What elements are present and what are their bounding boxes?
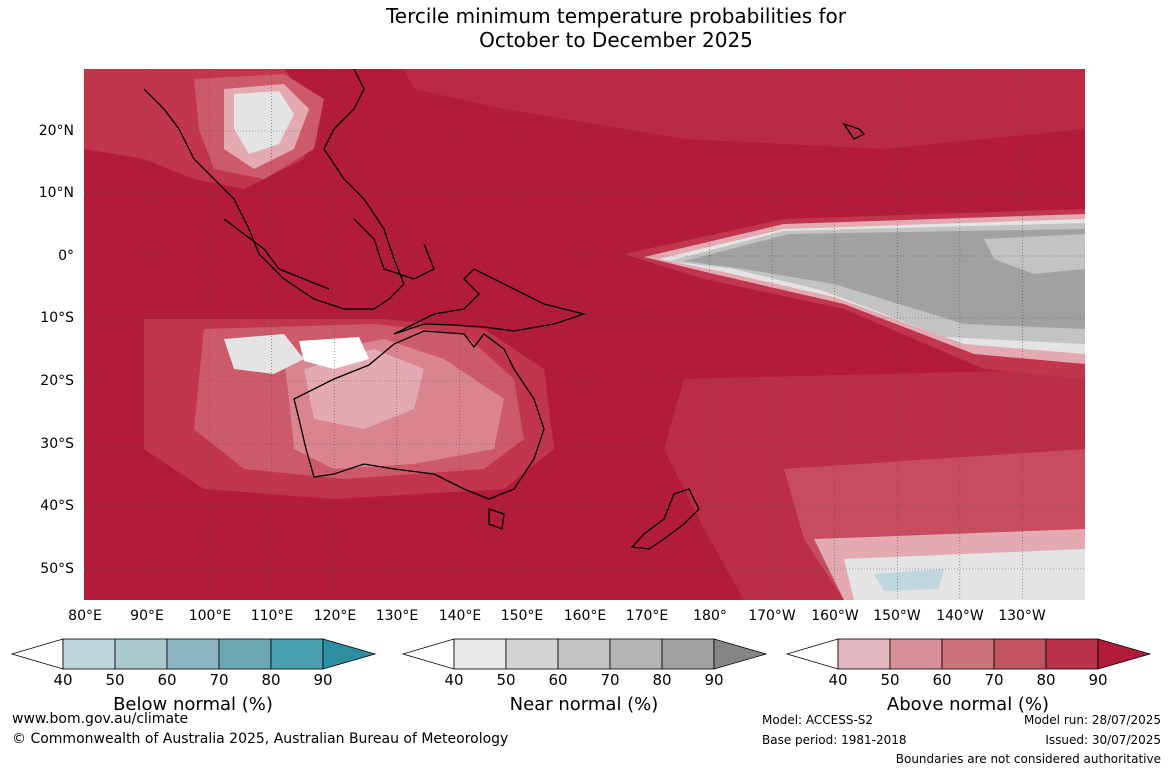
disclaimer-text: Boundaries are not considered authoritat… (895, 752, 1161, 766)
legend-title: Below normal (%) (113, 694, 273, 715)
issued-text: Issued: 30/07/2025 (1045, 733, 1161, 747)
legend-tick: 80 (1036, 671, 1056, 689)
legend-colorbars (10, 638, 1152, 670)
legend-title: Near normal (%) (509, 694, 659, 715)
legend-tick: 50 (880, 671, 900, 689)
near-normal-tongue (624, 209, 1085, 379)
legend-tick: 90 (313, 671, 333, 689)
colorbar-segment (993, 638, 1047, 670)
colorbar-segment (114, 638, 168, 670)
lat-label: 10°N (38, 185, 74, 201)
colorbar-segment (557, 638, 611, 670)
colorbar-0 (10, 638, 377, 670)
lon-label: 90°E (130, 608, 164, 624)
colorbar-segment (270, 638, 324, 670)
legend-tick: 70 (209, 671, 229, 689)
legend-title: Above normal (%) (886, 694, 1050, 715)
legend-tick: 50 (496, 671, 516, 689)
lat-label: 30°S (40, 436, 74, 452)
colorbar-lower-extend (10, 638, 64, 670)
colorbar-segment (166, 638, 220, 670)
lon-label: 180° (693, 608, 727, 624)
lat-label: 40°S (40, 498, 74, 514)
colorbar-segment (941, 638, 995, 670)
colorbar-lower-extend (401, 638, 455, 670)
title-line-1: Tercile minimum temperature probabilitie… (385, 4, 847, 28)
colorbar-2 (785, 638, 1152, 670)
lon-label: 100°E (188, 608, 232, 624)
map-canvas (84, 68, 1085, 600)
legend-tick: 60 (548, 671, 568, 689)
colorbar-segment (609, 638, 663, 670)
lon-label: 150°E (500, 608, 544, 624)
legend-tick: 70 (984, 671, 1004, 689)
lon-label: 130°W (998, 608, 1046, 624)
legend-tick: 60 (157, 671, 177, 689)
legend-tick: 90 (1088, 671, 1108, 689)
map-gridlines (84, 69, 1085, 600)
lon-label: 140°W (936, 608, 984, 624)
lon-label: 170°E (625, 608, 669, 624)
lon-label: 160°W (811, 608, 859, 624)
colorbar-segment (453, 638, 507, 670)
colorbar-segment (218, 638, 272, 670)
colorbar-segment (837, 638, 891, 670)
colorbar-segment (661, 638, 715, 670)
legend-tick: 40 (53, 671, 73, 689)
colorbar-segment (1045, 638, 1099, 670)
legend-tick: 90 (704, 671, 724, 689)
legend-tick: 40 (828, 671, 848, 689)
lat-label: 0° (58, 248, 74, 264)
colorbar-upper-extend (713, 638, 768, 670)
lat-label: 50°S (40, 561, 74, 577)
colorbar-upper-extend (322, 638, 377, 670)
lat-label: 20°S (40, 373, 74, 389)
colorbar-1 (401, 638, 768, 670)
legend-tick: 80 (261, 671, 281, 689)
base-period-text: Base period: 1981-2018 (762, 733, 907, 747)
above-normal-shading (84, 69, 1085, 600)
coastlines (143, 68, 866, 550)
title-line-2: October to December 2025 (479, 28, 753, 52)
lon-label: 140°E (438, 608, 482, 624)
colorbar-lower-extend (785, 638, 839, 670)
probability-map (84, 68, 1085, 600)
lon-label: 80°E (68, 608, 102, 624)
legend-tick: 60 (932, 671, 952, 689)
lat-label: 10°S (40, 310, 74, 326)
colorbar-segment (889, 638, 943, 670)
copyright-text: © Commonwealth of Australia 2025, Austra… (12, 731, 509, 747)
colorbar-segment (62, 638, 116, 670)
lon-label: 170°W (748, 608, 796, 624)
lat-label: 20°N (38, 123, 74, 139)
model-text: Model: ACCESS-S2 (762, 713, 874, 727)
lon-label: 110°E (250, 608, 294, 624)
legend-tick: 80 (652, 671, 672, 689)
legend-tick: 40 (444, 671, 464, 689)
website-link[interactable]: www.bom.gov.au/climate (12, 711, 189, 727)
model-run-text: Model run: 28/07/2025 (1023, 713, 1161, 727)
lon-label: 120°E (313, 608, 357, 624)
legend-tick: 70 (600, 671, 620, 689)
colorbar-segment (505, 638, 559, 670)
map-title: Tercile minimum temperature probabilitie… (0, 4, 1173, 52)
lon-label: 160°E (563, 608, 607, 624)
lon-label: 150°W (873, 608, 921, 624)
colorbar-upper-extend (1097, 638, 1152, 670)
lon-label: 130°E (375, 608, 419, 624)
legend-tick: 50 (105, 671, 125, 689)
